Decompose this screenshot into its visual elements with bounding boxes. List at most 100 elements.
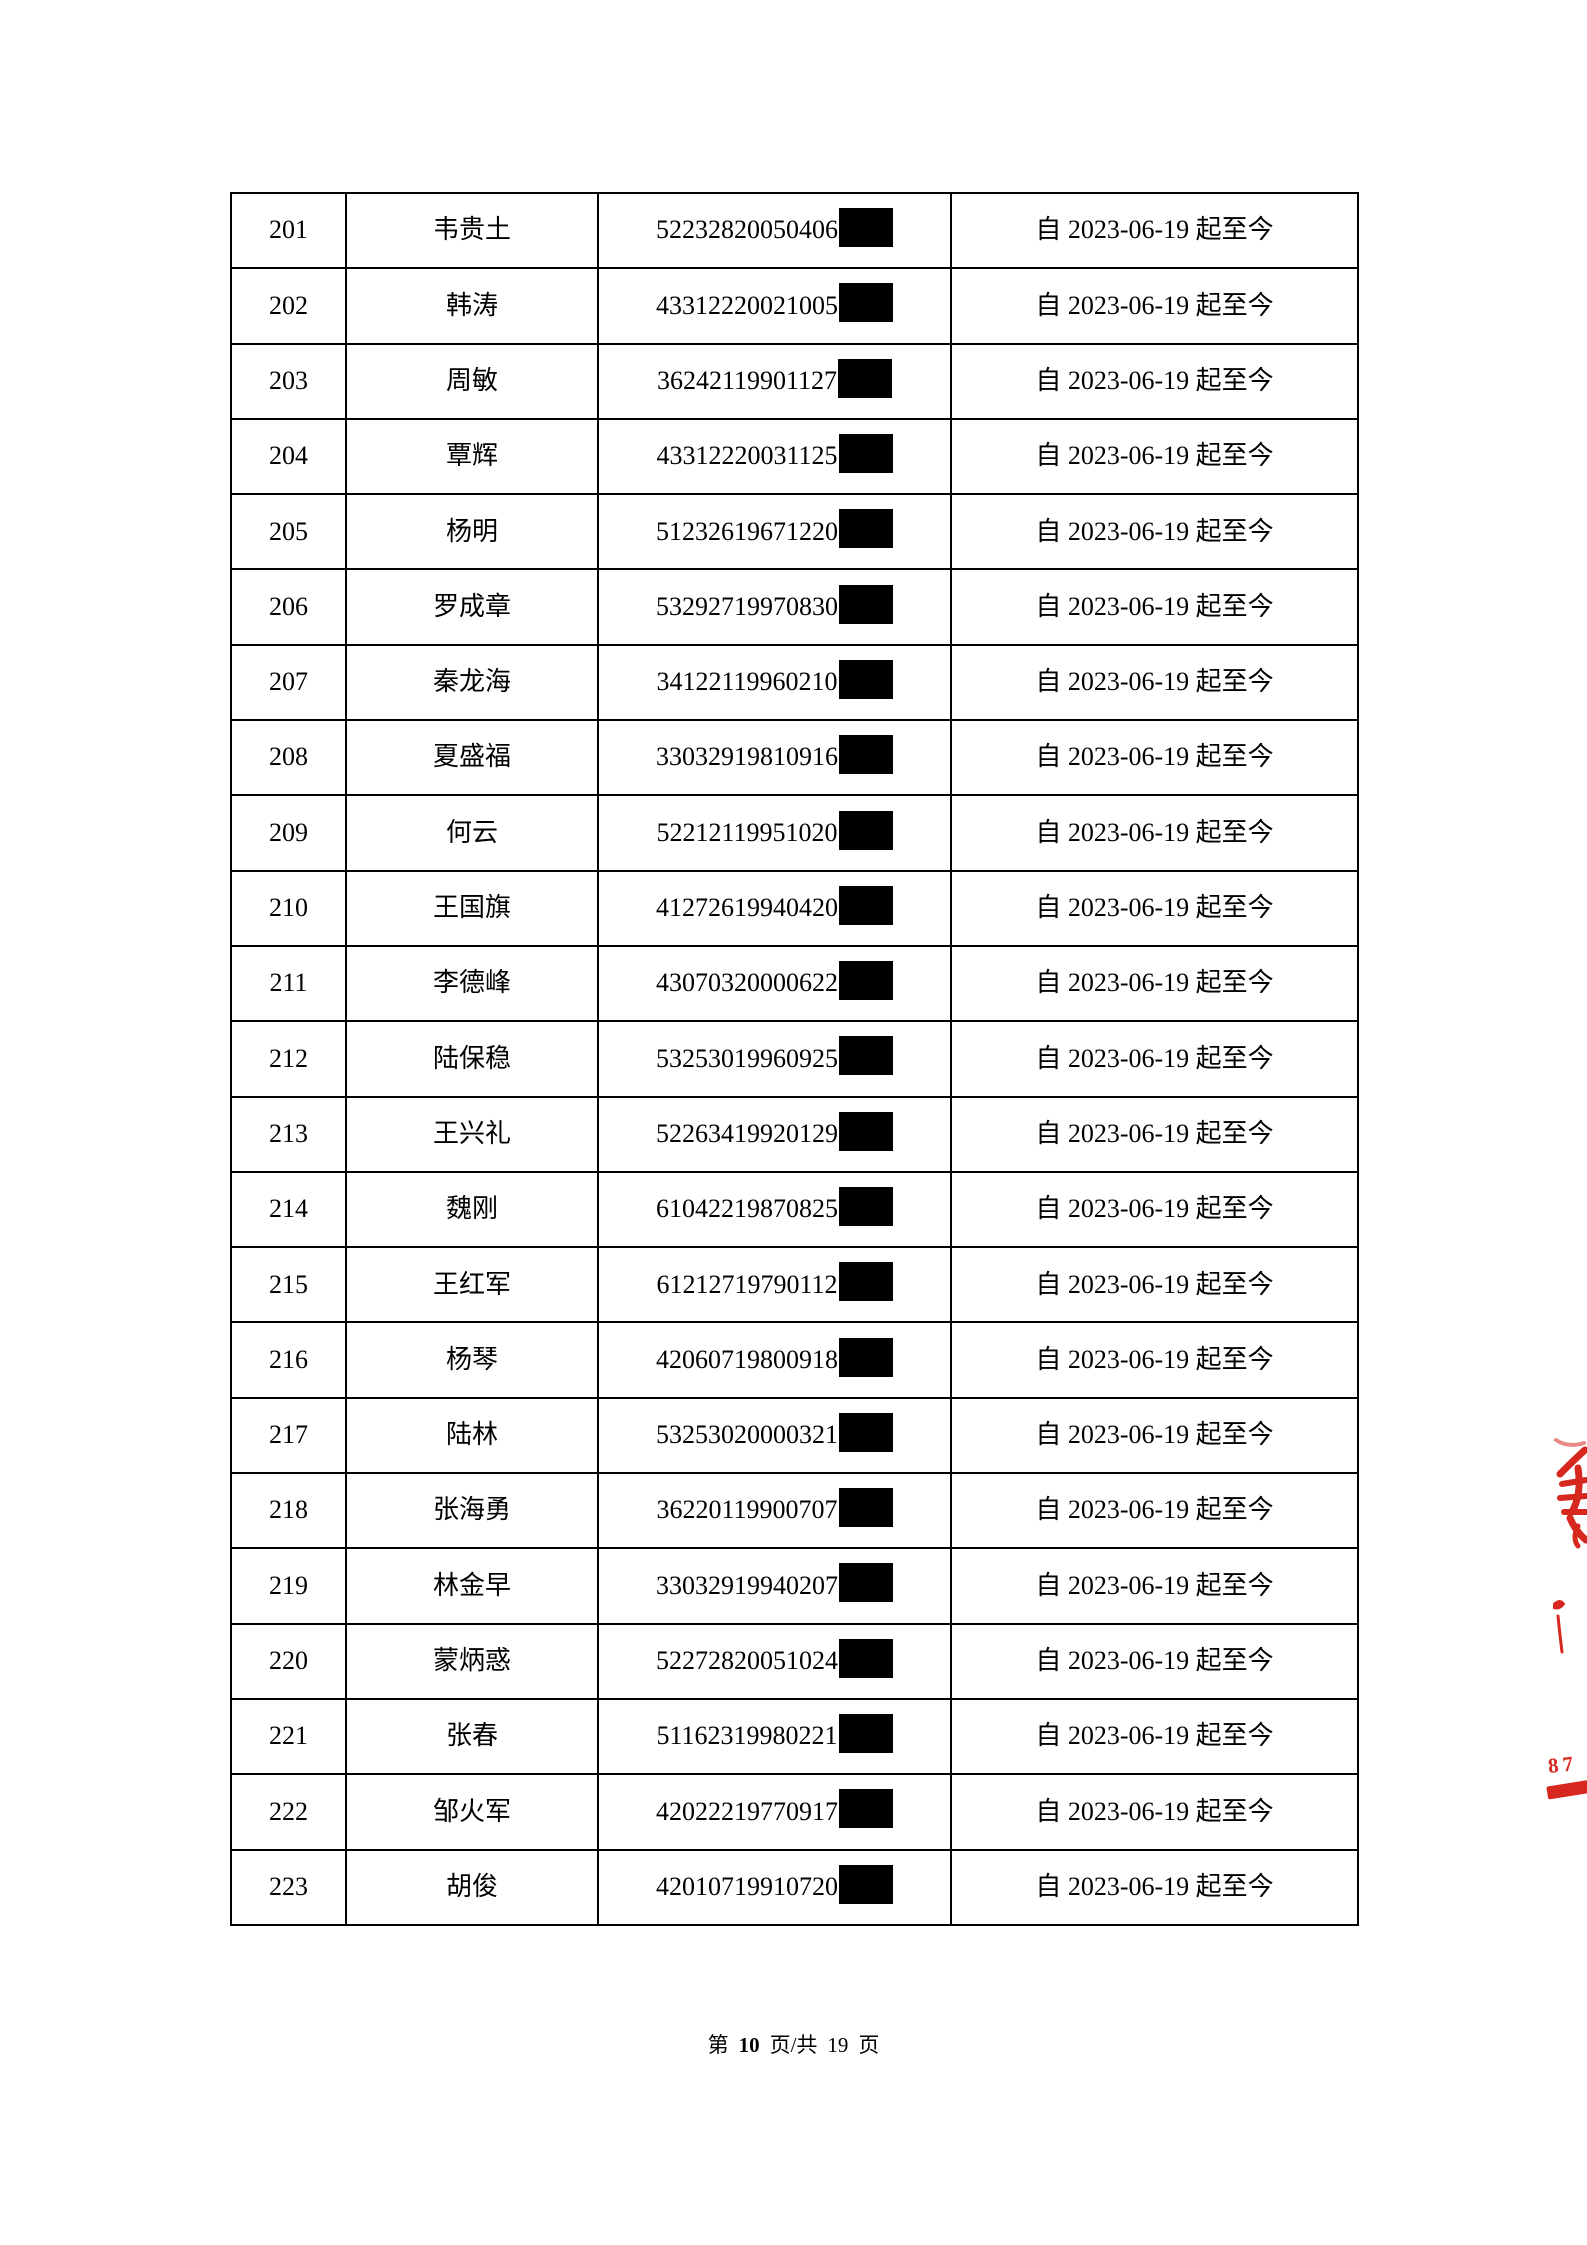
row-number-cell: 210 [230, 869, 347, 947]
name-cell: 韦贵土 [345, 191, 599, 270]
redaction-box [838, 659, 893, 699]
seal-serial-digits: 87 [1546, 1751, 1579, 1779]
redaction-box [839, 885, 893, 925]
redaction-box [839, 735, 893, 775]
table-row: 213 王兴礼 52263419920129 自 2023-06-19 起至今 [230, 1095, 1359, 1173]
table-row: 207 秦龙海 34122119960210 自 2023-06-19 起至今 [230, 643, 1359, 722]
redaction-box [839, 584, 893, 624]
id-number-cell: 51232619671220 [597, 493, 952, 571]
id-visible-digits: 43070320000622 [656, 968, 838, 998]
id-number-cell: 43312220031125 [597, 417, 952, 496]
name-cell: 韩涛 [345, 267, 599, 345]
name-cell: 陆林 [345, 1396, 599, 1475]
id-visible-digits: 42060719800918 [656, 1344, 838, 1374]
id-visible-digits: 53253020000321 [656, 1420, 838, 1450]
table-row: 215 王红军 61212719790112 自 2023-06-19 起至今 [230, 1246, 1359, 1324]
name-cell: 邹火军 [345, 1773, 599, 1851]
period-cell: 自 2023-06-19 起至今 [950, 493, 1359, 571]
table-row: 210 王国旗 41272619940420 自 2023-06-19 起至今 [230, 869, 1359, 947]
table-row: 206 罗成章 53292719970830 自 2023-06-19 起至今 [230, 568, 1359, 646]
footer-page-number: 10 [738, 2033, 760, 2057]
id-visible-digits: 41272619940420 [656, 893, 838, 923]
row-number-cell: 220 [230, 1622, 347, 1700]
id-visible-digits: 42010719910720 [656, 1871, 838, 1901]
redaction-box [839, 961, 893, 1001]
footer-label-between: 页/共 [769, 2033, 818, 2057]
redaction-box [839, 208, 893, 248]
table-row: 220 蒙炳惑 52272820051024 自 2023-06-19 起至今 [230, 1622, 1359, 1700]
id-number-cell: 33032919810916 [597, 719, 952, 797]
name-cell: 周敏 [345, 342, 599, 420]
row-number-cell: 222 [230, 1773, 347, 1851]
row-number-cell: 207 [230, 643, 347, 722]
redaction-box [839, 509, 893, 549]
redaction-box [838, 810, 893, 850]
page-footer: 第 10 页/共 19 页 [0, 2029, 1587, 2059]
period-cell: 自 2023-06-19 起至今 [950, 643, 1359, 722]
seal-fragment-small-mark [1553, 1600, 1566, 1654]
id-number-cell: 43070320000622 [597, 944, 952, 1023]
table-row: 201 韦贵土 52232820050406 自 2023-06-19 起至今 [230, 191, 1359, 270]
row-number-cell: 211 [230, 944, 347, 1023]
redaction-box [839, 1187, 893, 1226]
id-number-cell: 53292719970830 [597, 568, 952, 646]
name-cell: 蒙炳惑 [345, 1622, 599, 1700]
redaction-box [838, 1714, 893, 1754]
table-row: 222 邹火军 42022219770917 自 2023-06-19 起至今 [230, 1773, 1359, 1851]
name-cell: 李德峰 [345, 944, 599, 1023]
id-number-cell: 36220119900707 [597, 1472, 952, 1550]
seal-fragment-character [1554, 1438, 1587, 1549]
id-visible-digits: 33032919940207 [656, 1570, 838, 1600]
row-number-cell: 202 [230, 267, 347, 345]
id-visible-digits: 52212119951020 [656, 817, 838, 847]
period-cell: 自 2023-06-19 起至今 [950, 1246, 1359, 1324]
row-number-cell: 203 [230, 342, 347, 420]
period-cell: 自 2023-06-19 起至今 [950, 1095, 1359, 1173]
row-number-cell: 208 [230, 719, 347, 797]
name-cell: 王国旗 [345, 869, 599, 947]
table-row: 211 李德峰 43070320000622 自 2023-06-19 起至今 [230, 944, 1359, 1023]
id-visible-digits: 36242119901127 [656, 365, 838, 395]
footer-total-pages: 19 [827, 2033, 849, 2057]
id-number-cell: 61212719790112 [597, 1246, 952, 1324]
id-visible-digits: 61042219870825 [656, 1194, 838, 1224]
table-row: 219 林金早 33032919940207 自 2023-06-19 起至今 [230, 1547, 1359, 1625]
name-cell: 魏刚 [345, 1170, 599, 1249]
name-cell: 何云 [345, 794, 599, 872]
redaction-box [839, 1563, 893, 1603]
table-row: 209 何云 52212119951020 自 2023-06-19 起至今 [230, 794, 1359, 872]
redaction-box [839, 1036, 893, 1076]
period-cell: 自 2023-06-19 起至今 [950, 267, 1359, 345]
name-cell: 王红军 [345, 1246, 599, 1324]
period-cell: 自 2023-06-19 起至今 [950, 944, 1359, 1023]
period-cell: 自 2023-06-19 起至今 [950, 1697, 1359, 1776]
name-cell: 覃辉 [345, 417, 599, 496]
id-visible-digits: 34122119960210 [656, 667, 838, 697]
redaction-box [839, 1638, 893, 1678]
name-cell: 夏盛福 [345, 719, 599, 797]
row-number-cell: 216 [230, 1321, 347, 1399]
row-number-cell: 206 [230, 568, 347, 646]
id-number-cell: 52212119951020 [597, 794, 952, 872]
period-cell: 自 2023-06-19 起至今 [950, 1396, 1359, 1475]
row-number-cell: 218 [230, 1472, 347, 1550]
table-row: 216 杨琴 42060719800918 自 2023-06-19 起至今 [230, 1321, 1359, 1399]
redaction-box [839, 283, 893, 323]
id-number-cell: 61042219870825 [597, 1170, 952, 1249]
id-visible-digits: 52263419920129 [656, 1118, 838, 1148]
id-visible-digits: 33032919810916 [656, 742, 838, 772]
table-row: 217 陆林 53253020000321 自 2023-06-19 起至今 [230, 1396, 1359, 1475]
redaction-box [839, 1111, 893, 1151]
row-number-cell: 217 [230, 1396, 347, 1475]
id-visible-digits: 52272820051024 [656, 1645, 838, 1675]
table-row: 221 张春 51162319980221 自 2023-06-19 起至今 [230, 1697, 1359, 1776]
redaction-box [838, 1262, 893, 1302]
id-number-cell: 51162319980221 [597, 1697, 952, 1776]
period-cell: 自 2023-06-19 起至今 [950, 1848, 1359, 1926]
table-row: 218 张海勇 36220119900707 自 2023-06-19 起至今 [230, 1472, 1359, 1550]
row-number-cell: 223 [230, 1848, 347, 1926]
redaction-box [839, 1412, 893, 1452]
footer-label-after: 页 [858, 2033, 880, 2057]
row-number-cell: 214 [230, 1170, 347, 1249]
name-cell: 王兴礼 [345, 1095, 599, 1173]
